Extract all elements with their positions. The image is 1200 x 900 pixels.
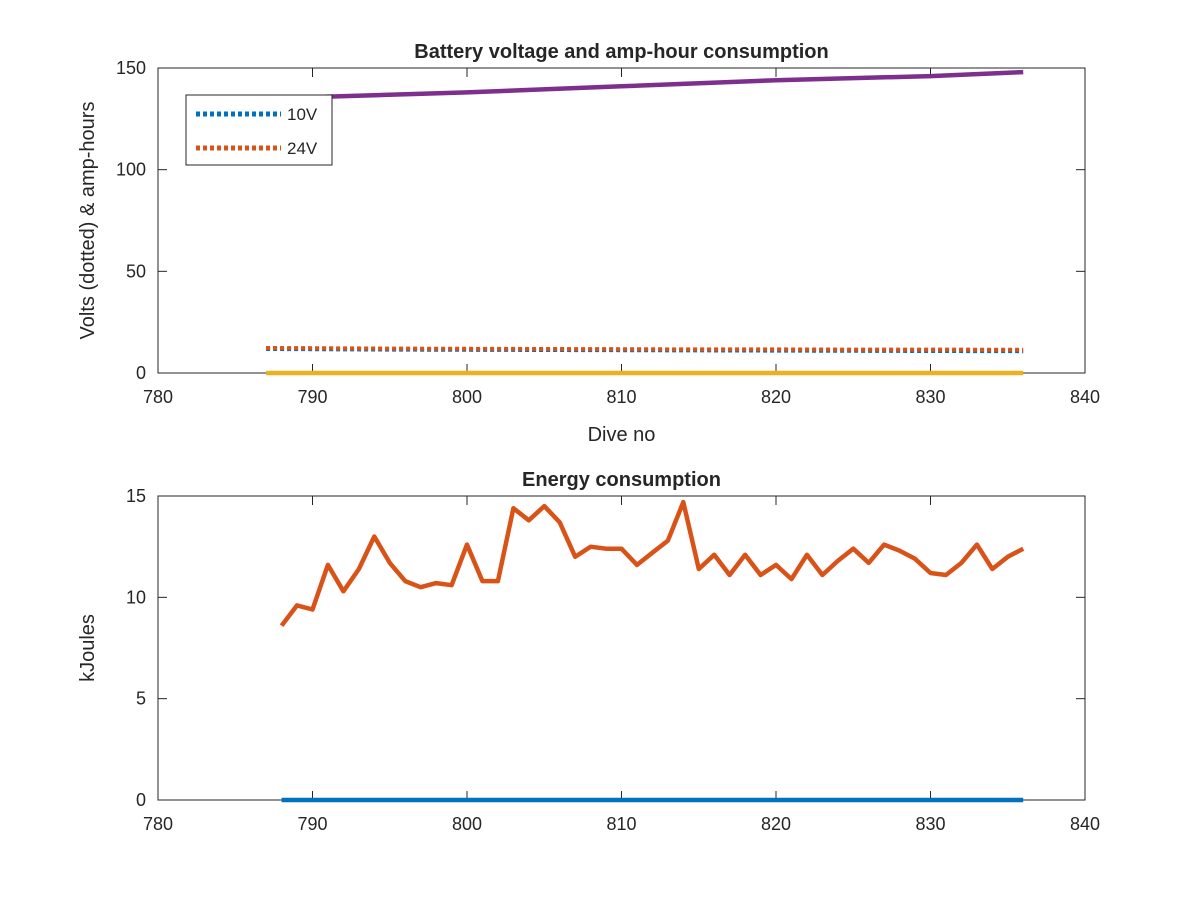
bottom-ytick-label: 0	[136, 790, 146, 810]
top-ytick-label: 150	[116, 58, 146, 78]
bottom-xtick-label: 780	[143, 814, 173, 834]
bottom-xtick-label: 800	[452, 814, 482, 834]
legend-box	[185, 94, 333, 166]
top-xtick-label: 790	[297, 387, 327, 407]
top-chart-title: Battery voltage and amp-hour consumption	[414, 41, 828, 63]
top-xtick-label: 810	[606, 387, 636, 407]
bottom-xtick-label: 820	[761, 814, 791, 834]
top-x-axis-label: Dive no	[588, 424, 656, 446]
top-chart: 780 790 800 810 820 830 840 0 50 100 150 Battery vo…	[77, 41, 1100, 446]
bottom-xtick-label: 790	[297, 814, 327, 834]
top-xtick-label: 820	[761, 387, 791, 407]
bottom-ytick-label: 10	[126, 587, 146, 607]
bottom-xtick-label: 830	[915, 814, 945, 834]
top-ytick-label: 50	[126, 261, 146, 281]
bottom-series-1-line	[279, 499, 1025, 628]
bottom-chart: 780 790 800 810 820 830 840 0 5 10 15 Energy consum…	[77, 469, 1100, 834]
top-ytick-label: 100	[116, 160, 146, 180]
bottom-ytick-label: 15	[126, 486, 146, 506]
top-y-axis-label: Volts (dotted) & amp-hours	[77, 102, 99, 340]
top-series-24v-line	[266, 346, 1024, 352]
top-legend: 10V 24V	[185, 94, 333, 166]
top-series-3-line	[266, 69, 1024, 101]
top-xtick-label: 840	[1070, 387, 1100, 407]
bottom-xtick-label: 840	[1070, 814, 1100, 834]
top-xtick-label: 800	[452, 387, 482, 407]
legend-label-24v: 24V	[287, 139, 318, 158]
top-ytick-label: 0	[136, 363, 146, 383]
legend-label-10v: 10V	[287, 105, 318, 124]
bottom-y-axis-label: kJoules	[77, 614, 99, 682]
top-xtick-label: 780	[143, 387, 173, 407]
bottom-xtick-label: 810	[606, 814, 636, 834]
top-xtick-label: 830	[915, 387, 945, 407]
bottom-ytick-label: 5	[136, 689, 146, 709]
bottom-chart-title: Energy consumption	[522, 469, 721, 491]
